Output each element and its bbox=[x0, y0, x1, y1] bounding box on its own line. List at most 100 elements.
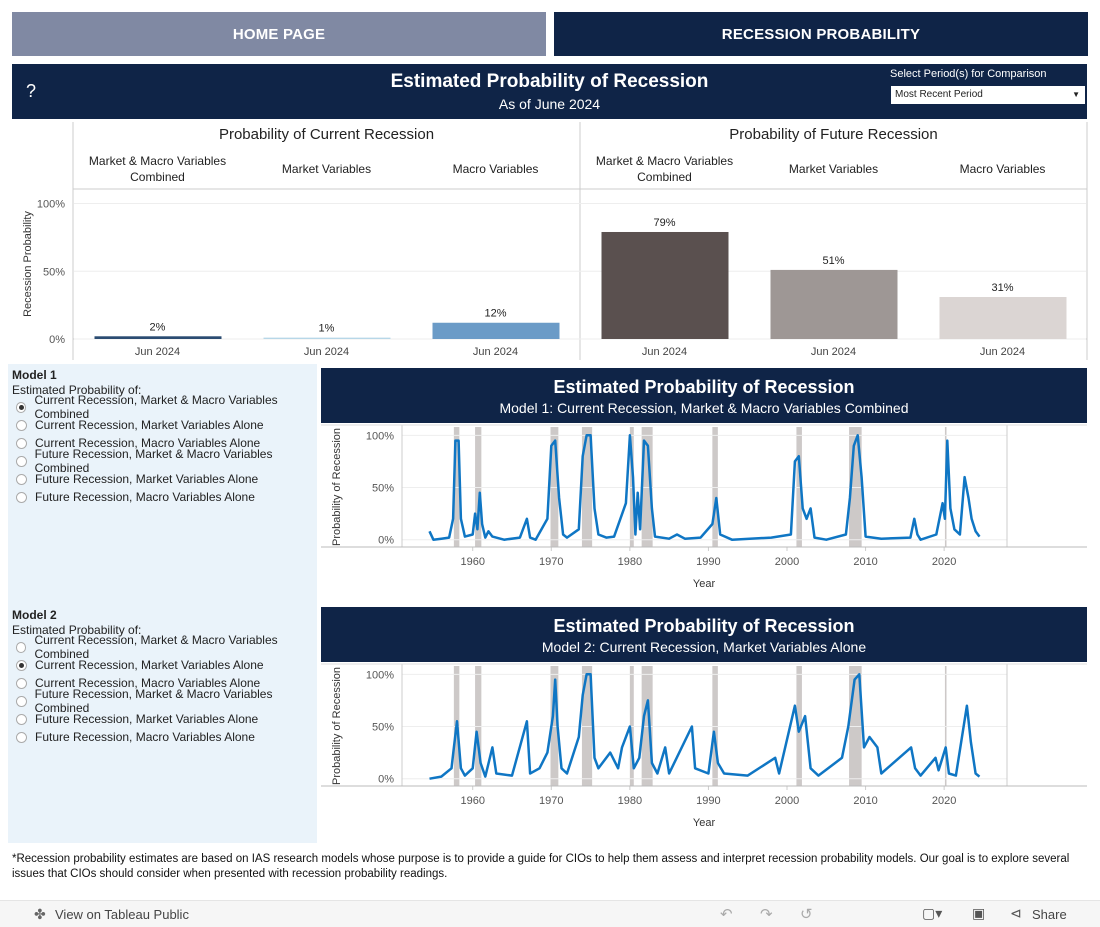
share-icon: ⊲ bbox=[1010, 905, 1022, 921]
fullscreen[interactable]: ▣ bbox=[972, 905, 986, 921]
x-tick-label: 1980 bbox=[618, 556, 642, 568]
y-tick-label: 50% bbox=[43, 266, 65, 278]
share[interactable]: Share bbox=[1032, 907, 1067, 922]
radio-option[interactable]: Future Recession, Market & Macro Variabl… bbox=[16, 447, 317, 475]
model-subtitle: Estimated Probability of: bbox=[12, 623, 142, 637]
nav-current[interactable]: RECESSION PROBABILITY bbox=[554, 12, 1088, 56]
radio-option[interactable]: Future Recession, Macro Variables Alone bbox=[16, 488, 255, 506]
model-subtitle: Estimated Probability of: bbox=[12, 383, 142, 397]
y-tick-label: 100% bbox=[366, 430, 394, 442]
recession-band bbox=[641, 666, 653, 786]
help-button[interactable]: ? bbox=[26, 81, 37, 101]
radio[interactable] bbox=[16, 659, 27, 671]
value-label: 31% bbox=[991, 282, 1013, 294]
tableau-icon: ✤ bbox=[34, 906, 46, 922]
header-subtitle: As of June 2024 bbox=[498, 96, 601, 112]
x-tick-label: Jun 2024 bbox=[980, 346, 1025, 358]
radio-option[interactable]: Future Recession, Market Variables Alone bbox=[16, 470, 258, 488]
dropdown-arrow: ▼ bbox=[1072, 90, 1080, 99]
radio[interactable] bbox=[16, 641, 27, 653]
redo[interactable]: ↷ bbox=[760, 906, 773, 923]
recession-band bbox=[629, 666, 634, 786]
x-tick-label: 2020 bbox=[932, 795, 956, 807]
recession-band bbox=[944, 666, 947, 786]
x-tick-label: Jun 2024 bbox=[135, 346, 180, 358]
model-title: Model 1 bbox=[12, 368, 57, 382]
x-tick-label: 2010 bbox=[853, 556, 877, 568]
radio-option[interactable]: Future Recession, Market Variables Alone bbox=[16, 710, 258, 728]
bar bbox=[770, 269, 898, 339]
x-tick-label: 2000 bbox=[775, 556, 799, 568]
download[interactable]: ▢▾ bbox=[922, 905, 943, 921]
nav-home[interactable]: HOME PAGE bbox=[12, 12, 546, 56]
radio[interactable] bbox=[16, 491, 27, 503]
bar bbox=[601, 231, 729, 339]
radio[interactable] bbox=[16, 473, 27, 485]
recession-band bbox=[712, 666, 718, 786]
radio[interactable] bbox=[16, 731, 27, 743]
x-tick-label: 1960 bbox=[460, 556, 484, 568]
radio-option[interactable]: Future Recession, Market & Macro Variabl… bbox=[16, 687, 317, 715]
x-tick-label: 2010 bbox=[853, 795, 877, 807]
radio[interactable] bbox=[16, 455, 27, 467]
revert[interactable]: ↺ bbox=[800, 906, 813, 923]
option-label: Current Recession, Macro Variables Alone bbox=[35, 436, 261, 450]
chart-subtitle: Model 1: Current Recession, Market & Mac… bbox=[499, 400, 908, 416]
y-tick-label: 50% bbox=[372, 722, 394, 734]
radio-option[interactable]: Current Recession, Market & Macro Variab… bbox=[16, 633, 317, 661]
option-label: Future Recession, Market Variables Alone bbox=[35, 712, 259, 726]
recession-band bbox=[550, 427, 559, 547]
option-label: Future Recession, Market & Macro Variabl… bbox=[34, 447, 273, 475]
line-series bbox=[428, 434, 981, 541]
value-label: 1% bbox=[319, 323, 335, 335]
model-selector: Model 1 Estimated Probability of: Current … bbox=[8, 364, 317, 604]
x-tick-label: 1960 bbox=[460, 795, 484, 807]
radio-option[interactable]: Current Recession, Market & Macro Variab… bbox=[16, 393, 317, 421]
bar bbox=[939, 297, 1067, 339]
period-dropdown[interactable]: Most Recent Period ▼ bbox=[891, 86, 1085, 104]
chart-title: Estimated Probability of Recession bbox=[553, 377, 854, 397]
radio-option[interactable]: Future Recession, Macro Variables Alone bbox=[16, 728, 255, 746]
recession-band bbox=[453, 427, 460, 547]
option-label: Current Recession, Market & Macro Variab… bbox=[34, 633, 278, 661]
undo[interactable]: ↶ bbox=[720, 906, 733, 923]
model-title: Model 2 bbox=[12, 608, 57, 622]
x-tick-label: 1990 bbox=[696, 795, 720, 807]
y-axis-label: Recession Probability bbox=[22, 211, 34, 317]
radio[interactable] bbox=[16, 437, 27, 449]
y-tick-label: 0% bbox=[378, 774, 394, 786]
x-tick-label: 2000 bbox=[775, 795, 799, 807]
y-tick-label: 100% bbox=[37, 199, 65, 211]
option-label: Future Recession, Macro Variables Alone bbox=[35, 490, 255, 504]
bar bbox=[94, 336, 222, 339]
x-tick-label: 1980 bbox=[618, 795, 642, 807]
option-label: Current Recession, Macro Variables Alone bbox=[35, 676, 261, 690]
radio-option[interactable]: Current Recession, Macro Variables Alone bbox=[16, 674, 260, 692]
bar bbox=[263, 337, 391, 339]
footnote: *Recession probability estimates are bas… bbox=[12, 853, 1070, 880]
x-tick-label: Jun 2024 bbox=[473, 346, 518, 358]
view-link[interactable]: View on Tableau Public bbox=[55, 907, 189, 922]
y-tick-label: 50% bbox=[372, 483, 394, 495]
y-axis-label: Probability of Recession bbox=[331, 667, 343, 785]
radio[interactable] bbox=[16, 695, 27, 707]
recession-band bbox=[475, 427, 482, 547]
option-label: Current Recession, Market Variables Alon… bbox=[35, 418, 264, 432]
x-tick-label: Jun 2024 bbox=[642, 346, 687, 358]
x-tick-label: 1990 bbox=[696, 556, 720, 568]
y-tick-label: 0% bbox=[49, 334, 65, 346]
recession-band bbox=[641, 427, 653, 547]
radio-option[interactable]: Current Recession, Market Variables Alon… bbox=[16, 656, 264, 674]
radio-option[interactable]: Current Recession, Market Variables Alon… bbox=[16, 416, 264, 434]
radio[interactable] bbox=[16, 713, 27, 725]
header-title: Estimated Probability of Recession bbox=[390, 71, 709, 92]
radio-option[interactable]: Current Recession, Macro Variables Alone bbox=[16, 434, 260, 452]
option-label: Future Recession, Market Variables Alone bbox=[35, 472, 259, 486]
line-series bbox=[429, 673, 981, 780]
y-axis-label: Probability of Recession bbox=[331, 428, 343, 546]
radio[interactable] bbox=[16, 401, 27, 413]
radio[interactable] bbox=[16, 677, 27, 689]
radio[interactable] bbox=[16, 419, 27, 431]
